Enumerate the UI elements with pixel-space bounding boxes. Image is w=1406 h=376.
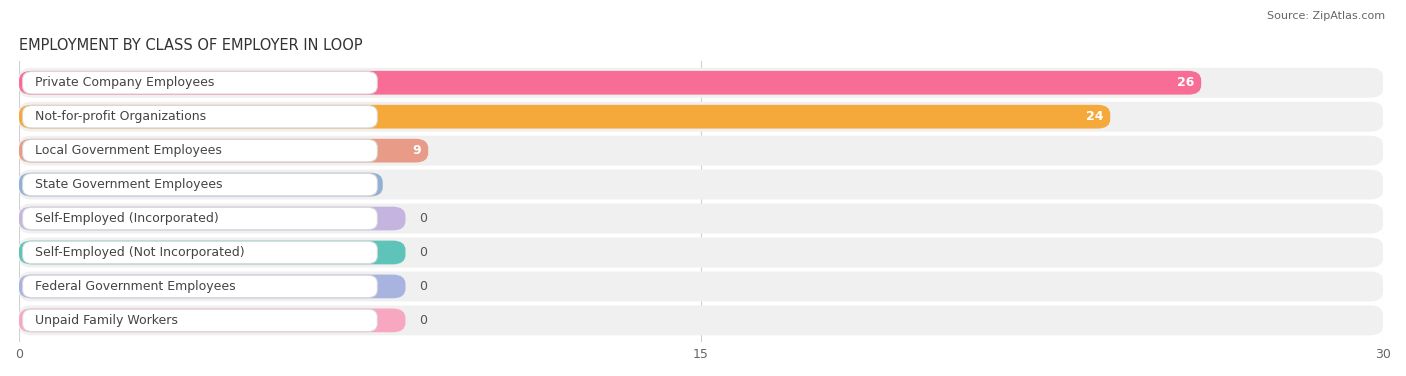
FancyBboxPatch shape <box>20 241 405 264</box>
FancyBboxPatch shape <box>20 207 405 230</box>
FancyBboxPatch shape <box>20 203 1384 233</box>
FancyBboxPatch shape <box>20 105 1111 129</box>
FancyBboxPatch shape <box>22 309 377 332</box>
Text: Local Government Employees: Local Government Employees <box>35 144 222 157</box>
FancyBboxPatch shape <box>20 271 1384 302</box>
FancyBboxPatch shape <box>22 241 377 264</box>
FancyBboxPatch shape <box>20 274 405 298</box>
Text: Not-for-profit Organizations: Not-for-profit Organizations <box>35 110 207 123</box>
FancyBboxPatch shape <box>22 106 377 128</box>
FancyBboxPatch shape <box>22 71 377 94</box>
FancyBboxPatch shape <box>20 68 1384 98</box>
FancyBboxPatch shape <box>20 139 429 162</box>
Text: 0: 0 <box>419 212 427 225</box>
FancyBboxPatch shape <box>20 71 1201 95</box>
Text: Federal Government Employees: Federal Government Employees <box>35 280 236 293</box>
FancyBboxPatch shape <box>20 170 1384 200</box>
FancyBboxPatch shape <box>20 308 405 332</box>
Text: 0: 0 <box>419 314 427 327</box>
Text: Self-Employed (Not Incorporated): Self-Employed (Not Incorporated) <box>35 246 245 259</box>
Text: Self-Employed (Incorporated): Self-Employed (Incorporated) <box>35 212 219 225</box>
Text: EMPLOYMENT BY CLASS OF EMPLOYER IN LOOP: EMPLOYMENT BY CLASS OF EMPLOYER IN LOOP <box>20 38 363 53</box>
Text: Private Company Employees: Private Company Employees <box>35 76 214 89</box>
FancyBboxPatch shape <box>20 102 1384 132</box>
Text: State Government Employees: State Government Employees <box>35 178 222 191</box>
FancyBboxPatch shape <box>20 305 1384 335</box>
Text: Source: ZipAtlas.com: Source: ZipAtlas.com <box>1267 11 1385 21</box>
FancyBboxPatch shape <box>20 173 382 197</box>
Text: 26: 26 <box>1177 76 1194 89</box>
Text: 24: 24 <box>1085 110 1104 123</box>
Text: Unpaid Family Workers: Unpaid Family Workers <box>35 314 177 327</box>
FancyBboxPatch shape <box>20 238 1384 267</box>
Text: 9: 9 <box>413 144 422 157</box>
Text: 8: 8 <box>367 178 375 191</box>
FancyBboxPatch shape <box>22 275 377 298</box>
FancyBboxPatch shape <box>22 139 377 162</box>
Text: 0: 0 <box>419 280 427 293</box>
Text: 0: 0 <box>419 246 427 259</box>
FancyBboxPatch shape <box>20 136 1384 165</box>
FancyBboxPatch shape <box>22 207 377 230</box>
FancyBboxPatch shape <box>22 173 377 196</box>
